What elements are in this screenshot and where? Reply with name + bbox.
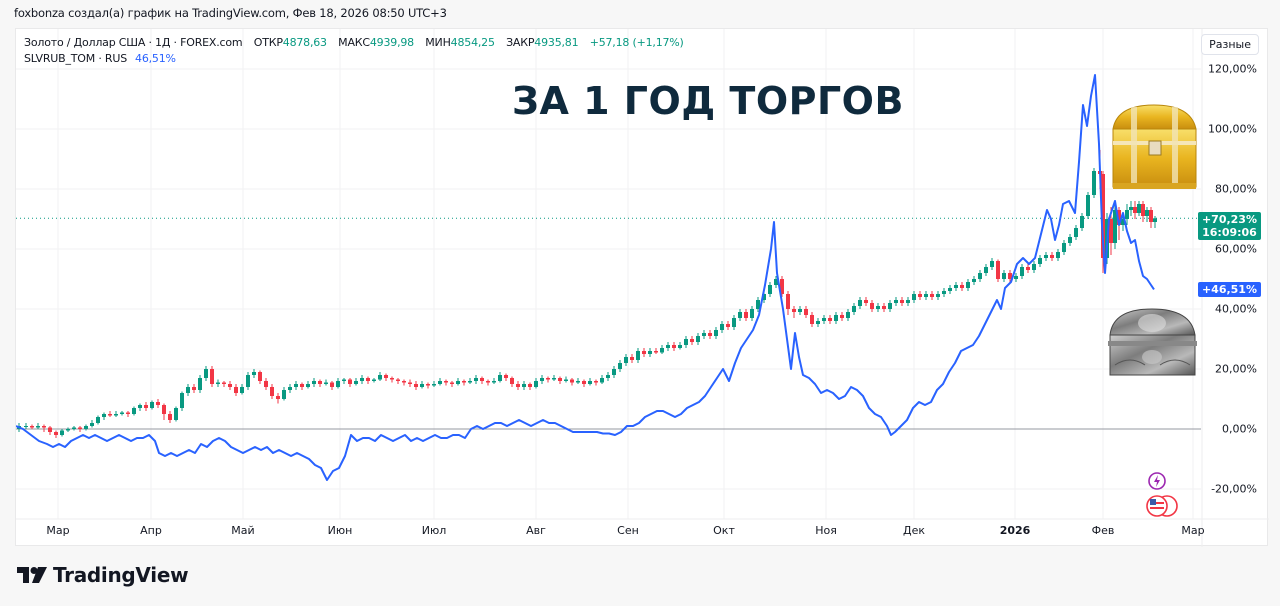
x-axis-tick: Мар [1181, 524, 1205, 537]
legend-change: +57,18 (+1,17%) [589, 36, 684, 49]
tradingview-logo-icon [17, 567, 47, 583]
x-axis-tick: Дек [902, 524, 926, 537]
x-axis-tick: Мар [46, 524, 70, 537]
scale-mode-button[interactable]: Разные [1201, 34, 1259, 55]
silver-last-value: +46,51% [1201, 283, 1257, 296]
y-axis-tick: -20,00% [1211, 482, 1257, 496]
silver-box-image [1108, 308, 1197, 376]
x-axis-tick: Ноя [815, 524, 837, 537]
legend-compare-series[interactable]: SLVRUB_TOM · RUS 46,51% [24, 51, 684, 67]
y-axis-tick: 0,00% [1222, 422, 1257, 436]
x-axis-tick: Авг [526, 524, 546, 537]
x-axis-tick: Июн [327, 524, 353, 537]
gold-last-value-badge: +70,23% 16:09:06 [1197, 212, 1261, 240]
gold-last-value: +70,23% [1201, 213, 1257, 226]
legend-open-label: ОТКР [253, 36, 283, 49]
us-economic-event-icon[interactable] [1145, 494, 1179, 518]
legend-open-value: 4878,63 [282, 36, 327, 49]
tradingview-brand-text: TradingView [53, 563, 189, 587]
overlay-title: ЗА 1 ГОД ТОРГОВ [512, 79, 904, 123]
legend-low-value: 4854,25 [450, 36, 495, 49]
silver-last-value-badge: +46,51% [1197, 282, 1261, 297]
legend-low-label: МИН [425, 36, 451, 49]
x-axis-tick: Окт [713, 524, 735, 537]
tradingview-logo[interactable]: TradingView [17, 563, 189, 587]
chart-legend: Золото / Доллар США · 1Д · FOREX.com ОТК… [24, 35, 684, 67]
legend-main-series[interactable]: Золото / Доллар США · 1Д · FOREX.com ОТК… [24, 35, 684, 51]
x-axis-tick: Сен [617, 524, 639, 537]
legend-compare-value: 46,51% [135, 52, 176, 65]
y-axis-tick: 100,00% [1208, 122, 1257, 136]
silver-line [16, 74, 1155, 481]
legend-compare-symbol[interactable]: SLVRUB_TOM · RUS [24, 52, 128, 65]
chart-frame[interactable]: Золото / Доллар США · 1Д · FOREX.com ОТК… [15, 28, 1269, 547]
legend-high-label: МАКС [338, 36, 370, 49]
lightning-event-icon[interactable] [1147, 471, 1167, 491]
x-axis-tick: 2026 [999, 524, 1031, 537]
legend-symbol[interactable]: Золото / Доллар США · 1Д · FOREX.com [24, 36, 243, 49]
gold-candles [17, 150, 1157, 438]
y-axis-tick: 80,00% [1215, 182, 1257, 196]
x-axis-tick: Июл [421, 524, 447, 537]
x-axis-tick: Май [231, 524, 255, 537]
bar-countdown: 16:09:06 [1202, 226, 1257, 239]
gold-chest-image [1112, 104, 1197, 189]
y-axis-tick: 120,00% [1208, 62, 1257, 76]
y-axis-tick: 60,00% [1215, 242, 1257, 256]
y-axis-tick: 40,00% [1215, 302, 1257, 316]
legend-close-label: ЗАКР [506, 36, 535, 49]
y-axis-tick: 20,00% [1215, 362, 1257, 376]
chart-caption: foxbonza создал(а) график на TradingView… [14, 6, 447, 20]
legend-close-value: 4935,81 [534, 36, 579, 49]
legend-high-value: 4939,98 [369, 36, 414, 49]
x-axis-tick: Фев [1091, 524, 1115, 537]
x-axis-tick: Апр [140, 524, 162, 537]
